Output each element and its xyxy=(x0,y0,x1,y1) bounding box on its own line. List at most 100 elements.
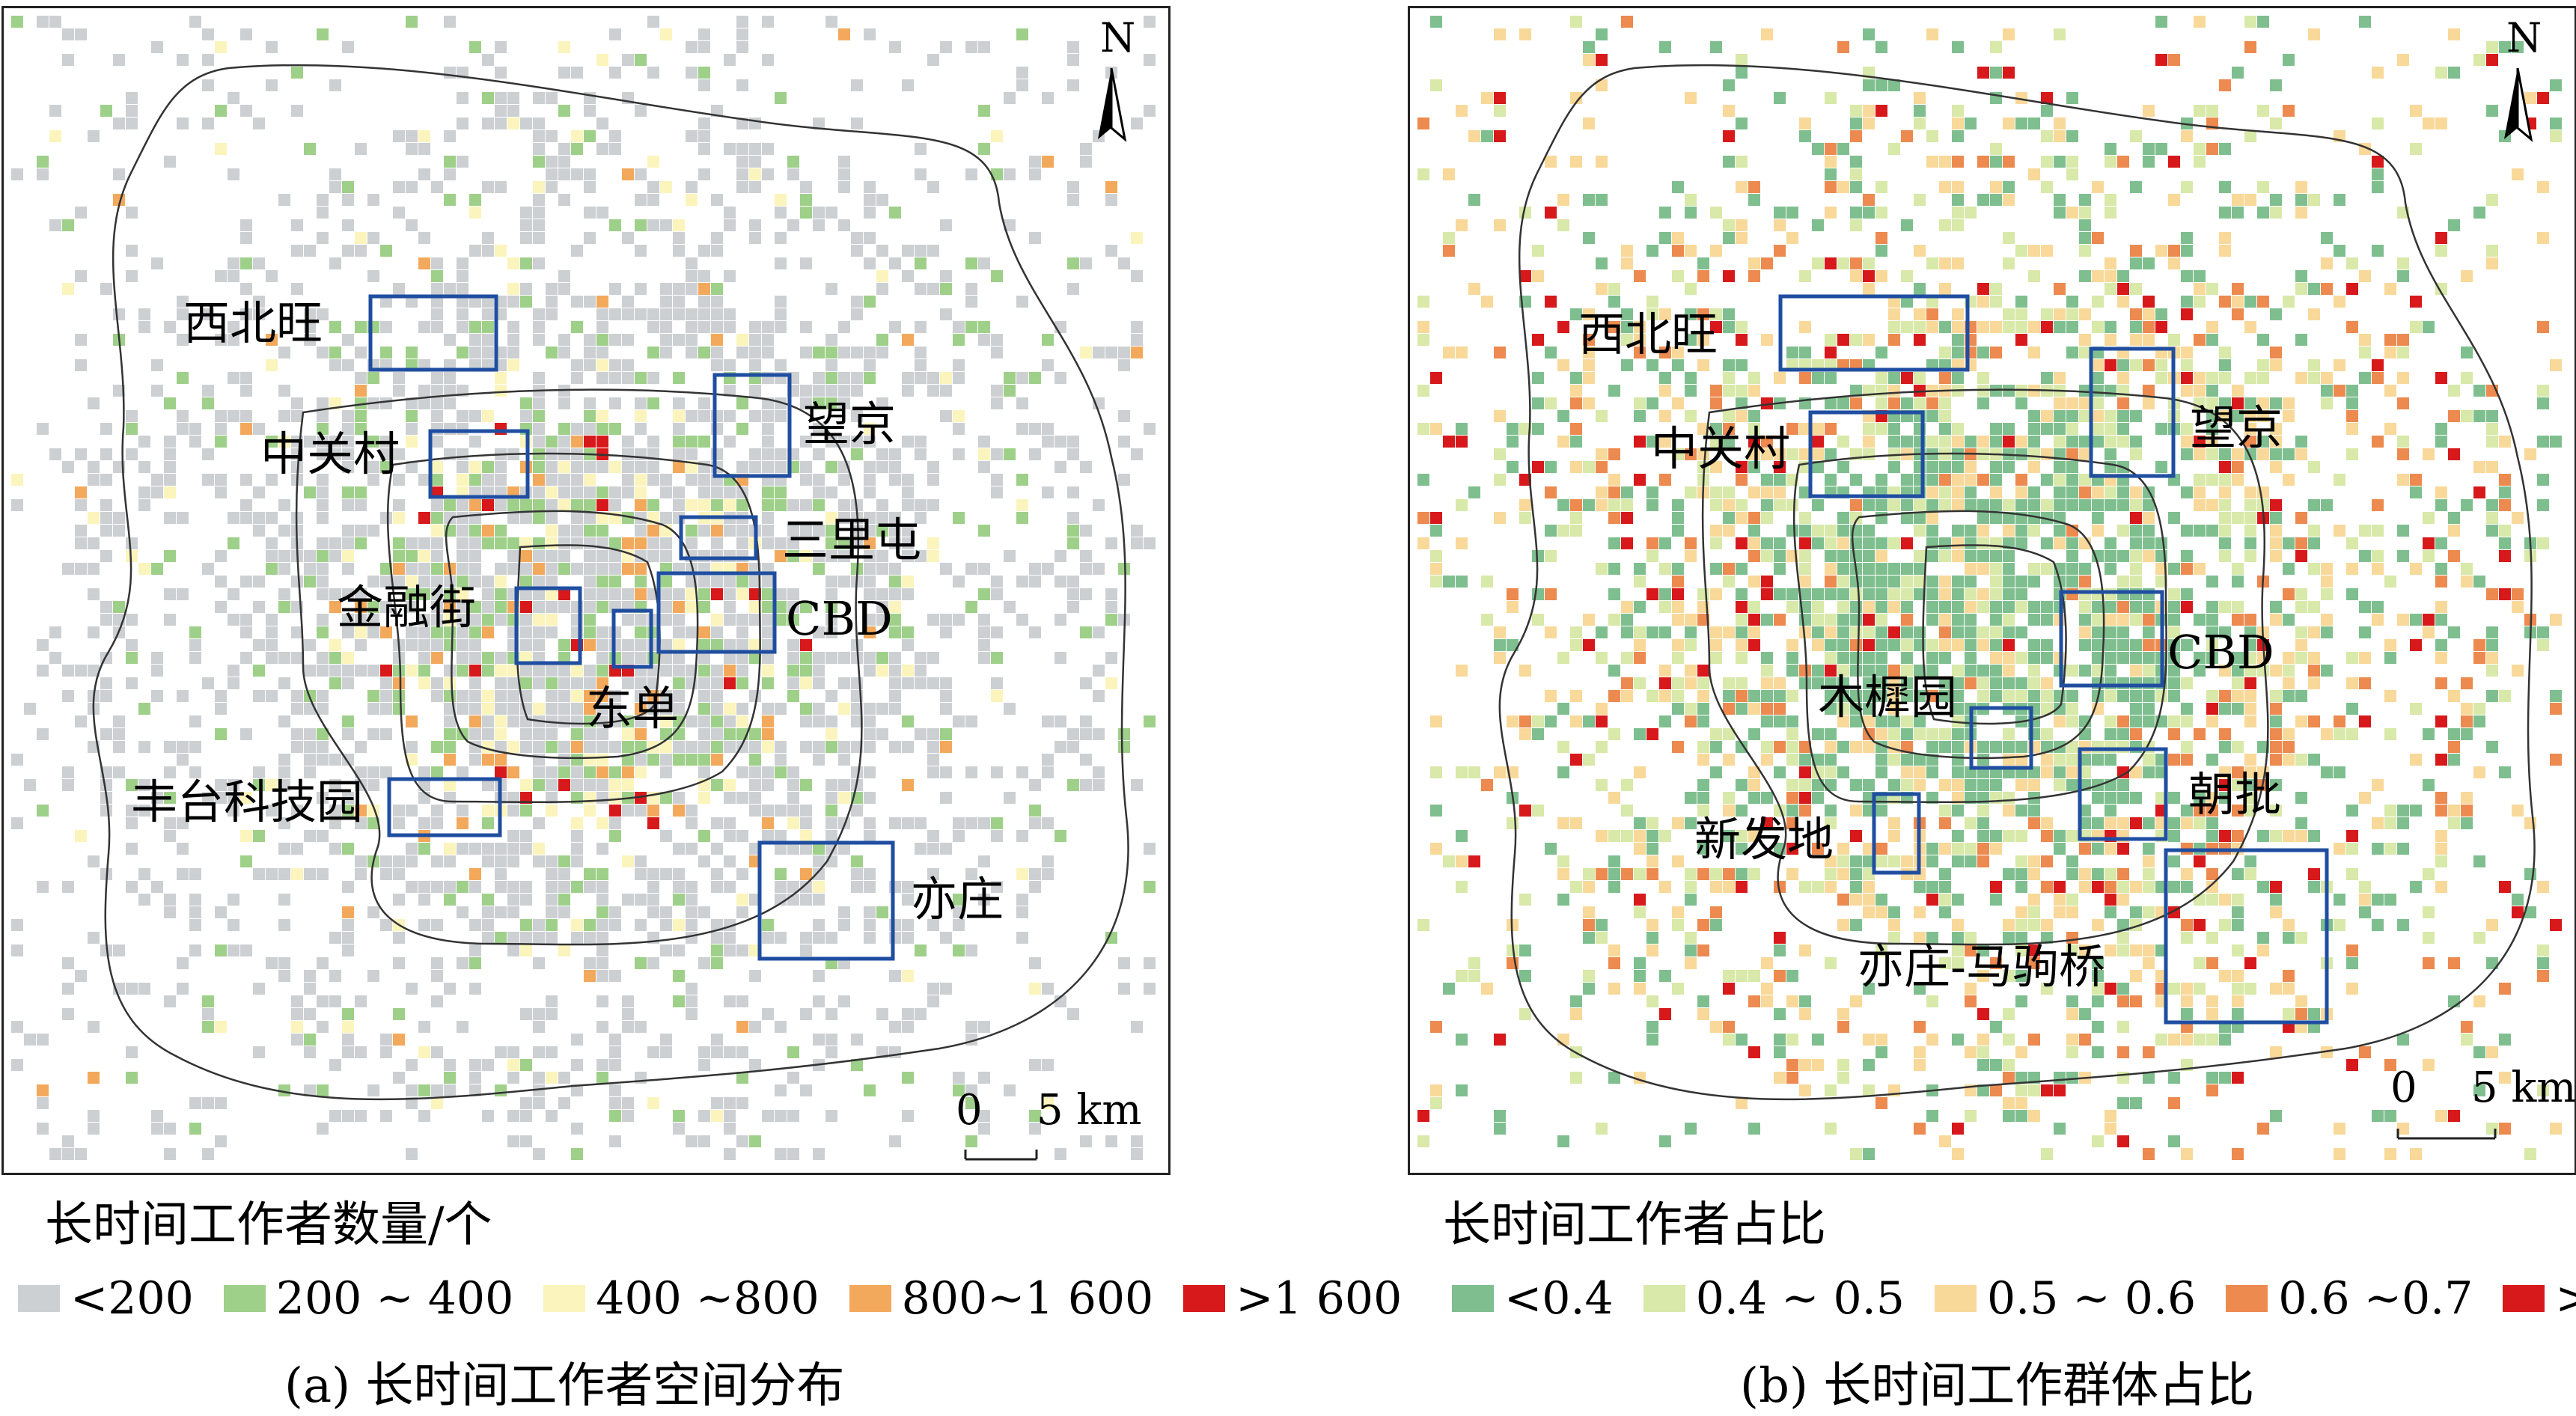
map-cell xyxy=(1016,28,1028,40)
map-cell xyxy=(418,792,430,804)
map-cell xyxy=(291,105,303,117)
map-cell xyxy=(2041,474,2053,486)
map-cell xyxy=(240,308,252,320)
map-cell xyxy=(2270,703,2282,715)
map-cell xyxy=(113,525,125,537)
map-cell xyxy=(787,639,799,651)
map-cell xyxy=(393,181,405,193)
map-cell xyxy=(724,1046,736,1058)
map-cell xyxy=(164,321,176,333)
map-cell xyxy=(1596,919,1608,931)
map-cell xyxy=(1774,690,1786,702)
map-cell xyxy=(100,448,112,460)
map-cell xyxy=(1837,665,1849,677)
map-cell xyxy=(266,436,278,448)
map-cell xyxy=(851,652,863,664)
map-cell xyxy=(2435,639,2447,651)
map-cell xyxy=(673,423,685,435)
map-cell xyxy=(558,588,570,600)
map-cell xyxy=(2168,817,2180,829)
map-cell xyxy=(2117,817,2129,829)
map-cell xyxy=(520,1059,532,1071)
map-cell xyxy=(1990,499,2002,511)
map-cell xyxy=(2232,830,2244,842)
map-cell xyxy=(2232,868,2244,880)
map-cell xyxy=(1774,245,1786,257)
map-cell xyxy=(304,830,316,842)
map-cell xyxy=(902,474,914,486)
map-cell xyxy=(266,270,278,282)
map-cell xyxy=(673,868,685,880)
map-cell xyxy=(1875,855,1887,867)
map-cell xyxy=(1748,550,1760,562)
map-cell xyxy=(367,728,379,740)
map-cell xyxy=(457,537,468,549)
map-cell xyxy=(355,372,367,384)
map-cell xyxy=(698,1135,710,1147)
map-cell xyxy=(1875,665,1887,677)
map-cell xyxy=(762,626,774,638)
map-cell xyxy=(1042,334,1054,346)
map-cell xyxy=(736,16,748,28)
map-cell xyxy=(2130,665,2142,677)
map-cell xyxy=(2435,372,2447,384)
map-cell xyxy=(215,690,227,702)
map-cell xyxy=(1093,563,1105,575)
map-cell xyxy=(2181,550,2193,562)
map-cell xyxy=(431,283,443,295)
map-cell xyxy=(1080,779,1092,791)
map-cell xyxy=(406,741,418,753)
map-cell xyxy=(215,576,227,588)
map-cell xyxy=(1430,550,1442,562)
map-cell xyxy=(1837,919,1849,931)
map-cell xyxy=(75,970,87,982)
map-cell xyxy=(2130,283,2142,295)
map-cell xyxy=(927,766,939,778)
map-cell xyxy=(88,1110,100,1122)
map-cell xyxy=(1748,512,1760,524)
map-cell xyxy=(2397,448,2409,460)
map-cell xyxy=(177,410,189,422)
map-cell xyxy=(228,665,239,677)
map-cell xyxy=(469,728,481,740)
map-cell xyxy=(1519,728,1531,740)
map-cell xyxy=(2143,817,2155,829)
map-cell xyxy=(635,245,647,257)
map-cell xyxy=(838,372,850,384)
map-cell xyxy=(342,550,354,562)
map-cell xyxy=(1723,728,1735,740)
map-cell xyxy=(2066,703,2078,715)
map-cell xyxy=(2537,232,2549,244)
map-cell xyxy=(1080,728,1092,740)
map-cell xyxy=(482,601,494,613)
map-cell xyxy=(686,601,698,613)
map-cell xyxy=(622,54,634,66)
map-cell xyxy=(711,499,723,511)
map-cell xyxy=(2143,359,2155,371)
map-cell xyxy=(2130,728,2142,740)
map-cell xyxy=(1965,525,1977,537)
map-cell xyxy=(1736,830,1748,842)
map-cell xyxy=(864,703,876,715)
map-cell xyxy=(2079,805,2091,817)
map-cell xyxy=(571,932,583,944)
map-cell xyxy=(1710,385,1722,397)
map-cell xyxy=(635,868,647,880)
map-cell xyxy=(889,448,901,460)
map-cell xyxy=(2537,626,2549,638)
map-cell xyxy=(838,181,850,193)
map-cell xyxy=(49,1148,61,1160)
map-cell xyxy=(546,308,558,320)
map-cell xyxy=(342,881,354,893)
map-cell xyxy=(2168,588,2180,600)
map-cell xyxy=(406,715,418,727)
map-cell xyxy=(584,181,596,193)
map-cell xyxy=(686,906,698,918)
map-cell xyxy=(864,474,876,486)
map-cell xyxy=(546,1008,558,1020)
map-cell xyxy=(406,130,418,142)
map-cell xyxy=(2181,741,2193,753)
map-cell xyxy=(584,728,596,740)
map-cell xyxy=(660,283,672,295)
map-cell xyxy=(1494,410,1506,422)
